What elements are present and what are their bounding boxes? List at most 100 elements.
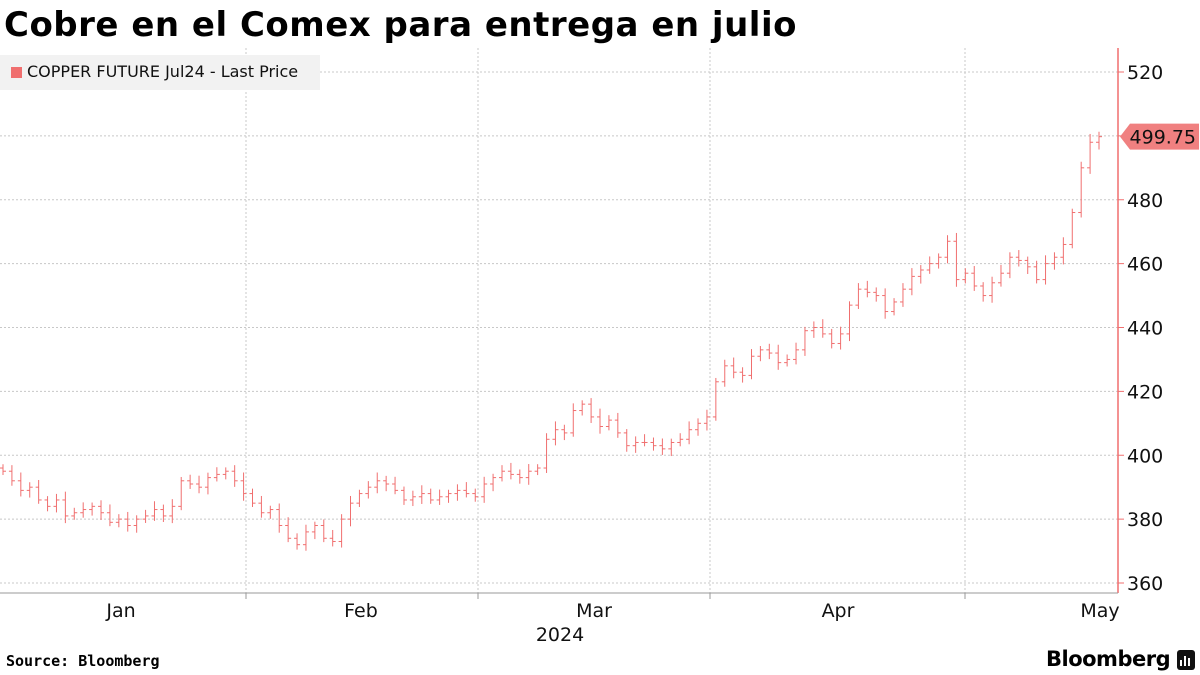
ohlc-bar (891, 298, 898, 316)
ohlc-bar (962, 268, 969, 284)
ohlc-bar (436, 489, 443, 505)
ohlc-bar (748, 349, 755, 380)
x-tick-label: Apr (822, 600, 855, 622)
ohlc-bar (579, 400, 586, 416)
ohlc-bar (1069, 208, 1076, 249)
ohlc-bar (1096, 131, 1102, 150)
y-tick-label: 360 (1127, 573, 1163, 595)
ohlc-bar (944, 235, 951, 264)
ohlc-bar (481, 476, 488, 503)
ohlc-bar (1042, 255, 1049, 285)
ohlc-bar (213, 467, 220, 482)
ohlc-bar (997, 264, 1004, 287)
ohlc-bar (26, 482, 33, 498)
ohlc-bar (62, 491, 69, 524)
ohlc-bar (285, 517, 292, 543)
ohlc-bar (204, 472, 211, 495)
ohlc-bar (418, 485, 425, 504)
ohlc-bar (908, 268, 915, 296)
ohlc-bar (365, 481, 372, 499)
ohlc-bar (490, 473, 497, 492)
ohlc-bar (659, 438, 666, 455)
ohlc-bar (739, 367, 746, 383)
ohlc-bar (989, 276, 996, 303)
x-year-label: 2024 (536, 624, 584, 646)
ohlc-bar (757, 346, 764, 362)
ohlc-bar (712, 377, 719, 421)
ohlc-bar (632, 436, 639, 453)
ohlc-bar (498, 465, 505, 482)
ohlc-bar (855, 283, 862, 309)
ohlc-bar (668, 438, 675, 457)
ohlc-bar (721, 359, 728, 387)
ohlc-bar (552, 421, 559, 446)
ohlc-bar (784, 354, 791, 367)
ohlc-bar (383, 475, 390, 492)
y-tick-label: 520 (1127, 62, 1163, 84)
ohlc-bar (267, 505, 274, 519)
ohlc-bar (953, 232, 960, 287)
ohlc-bar (151, 501, 158, 521)
ohlc-bar (178, 476, 185, 511)
x-tick-label: Jan (105, 600, 135, 622)
ohlc-bar (614, 412, 621, 438)
ohlc-bar (1024, 256, 1031, 275)
ohlc-bar (44, 496, 51, 512)
ohlc-bar (846, 301, 853, 342)
ohlc-bar (400, 486, 407, 505)
ohlc-bar (356, 489, 363, 507)
bloomberg-terminal-icon (1177, 650, 1195, 670)
legend-label: COPPER FUTURE Jul24 - Last Price (27, 62, 299, 81)
ohlc-bar (516, 469, 523, 484)
ohlc-bar (935, 253, 942, 269)
last-price-marker (1120, 123, 1199, 150)
ohlc-bar (240, 472, 247, 501)
ohlc-bar (570, 403, 577, 437)
y-tick-label: 420 (1127, 381, 1163, 403)
ohlc-bar (873, 287, 880, 302)
ohlc-bar (882, 288, 889, 319)
ohlc-bar (677, 433, 684, 447)
ohlc-bar (427, 488, 434, 504)
ohlc-bar (597, 408, 604, 434)
ohlc-bar (106, 504, 113, 527)
ohlc-bar (329, 529, 336, 547)
y-tick-label: 380 (1127, 509, 1163, 531)
ohlc-bar (534, 464, 541, 476)
ohlc-bar (258, 495, 265, 518)
ohlc-bar (80, 502, 87, 518)
ohlc-bar (507, 462, 514, 480)
ohlc-bar (0, 464, 6, 476)
ohlc-bar (525, 464, 532, 485)
ohlc-bar (320, 519, 327, 543)
ohlc-bar (302, 524, 309, 551)
ohlc-bar (98, 500, 105, 520)
ohlc-bar (793, 342, 800, 365)
x-tick-label: Feb (344, 600, 378, 622)
ohlc-bar (124, 511, 131, 532)
ohlc-bar (454, 484, 461, 501)
ohlc-bar (801, 326, 808, 356)
ohlc-bar (89, 502, 96, 516)
ohlc-bar (169, 499, 176, 524)
ohlc-bar (409, 490, 416, 507)
ohlc-bar (1033, 260, 1040, 284)
ohlc-bar (561, 424, 568, 441)
ohlc-bar (222, 467, 229, 480)
ohlc-bar (392, 476, 399, 495)
ohlc-bar (623, 429, 630, 452)
ohlc-bar (445, 489, 452, 503)
ohlc-bar (35, 480, 42, 504)
ohlc-bar (347, 495, 354, 527)
legend (0, 55, 320, 90)
ohlc-bar (864, 280, 871, 298)
ohlc-bar (463, 482, 470, 498)
brand-logo: Bloomberg (1046, 647, 1171, 671)
price-bars (0, 131, 1102, 551)
ohlc-bar (231, 465, 238, 487)
ohlc-bar (294, 533, 301, 550)
ohlc-bar (115, 514, 122, 528)
ohlc-bar (8, 465, 15, 486)
ohlc-bar (605, 415, 612, 431)
x-tick-label: May (1080, 600, 1119, 622)
